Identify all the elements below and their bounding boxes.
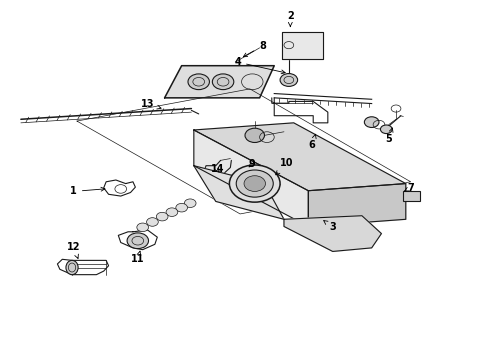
Circle shape	[166, 208, 178, 216]
Circle shape	[184, 199, 196, 207]
Text: 9: 9	[249, 159, 256, 169]
Text: 3: 3	[324, 221, 336, 232]
Text: 5: 5	[385, 128, 393, 144]
Circle shape	[147, 218, 158, 226]
Circle shape	[156, 212, 168, 221]
Ellipse shape	[66, 260, 78, 275]
Polygon shape	[194, 130, 308, 226]
Polygon shape	[308, 184, 406, 226]
Text: 10: 10	[276, 158, 294, 175]
Polygon shape	[194, 166, 284, 219]
Circle shape	[137, 223, 148, 231]
Polygon shape	[165, 66, 274, 98]
Text: 8: 8	[244, 41, 266, 57]
Text: 12: 12	[67, 242, 80, 258]
Text: 4: 4	[234, 57, 285, 74]
Text: 11: 11	[131, 251, 145, 264]
Circle shape	[176, 203, 188, 212]
Circle shape	[188, 74, 209, 90]
Circle shape	[365, 117, 379, 127]
Text: 7: 7	[404, 183, 414, 193]
Polygon shape	[284, 216, 381, 251]
Circle shape	[245, 128, 265, 143]
Circle shape	[244, 176, 266, 192]
Polygon shape	[282, 32, 323, 59]
Text: 2: 2	[287, 11, 294, 27]
Circle shape	[212, 74, 234, 90]
Text: 6: 6	[309, 134, 316, 150]
Polygon shape	[194, 123, 406, 191]
Circle shape	[127, 233, 148, 249]
Text: 1: 1	[70, 186, 105, 197]
Text: 13: 13	[141, 99, 161, 109]
Bar	[403, 192, 420, 202]
Circle shape	[229, 165, 280, 202]
Text: 14: 14	[211, 164, 224, 174]
Circle shape	[280, 73, 297, 86]
Circle shape	[236, 170, 273, 197]
Circle shape	[380, 125, 392, 134]
